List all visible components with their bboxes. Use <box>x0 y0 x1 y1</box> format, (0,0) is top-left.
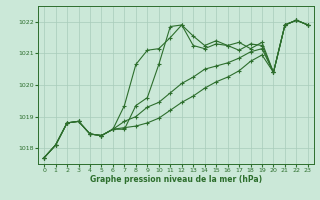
X-axis label: Graphe pression niveau de la mer (hPa): Graphe pression niveau de la mer (hPa) <box>90 175 262 184</box>
